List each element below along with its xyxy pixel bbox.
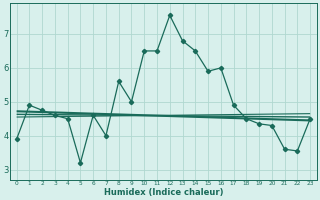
X-axis label: Humidex (Indice chaleur): Humidex (Indice chaleur): [104, 188, 223, 197]
